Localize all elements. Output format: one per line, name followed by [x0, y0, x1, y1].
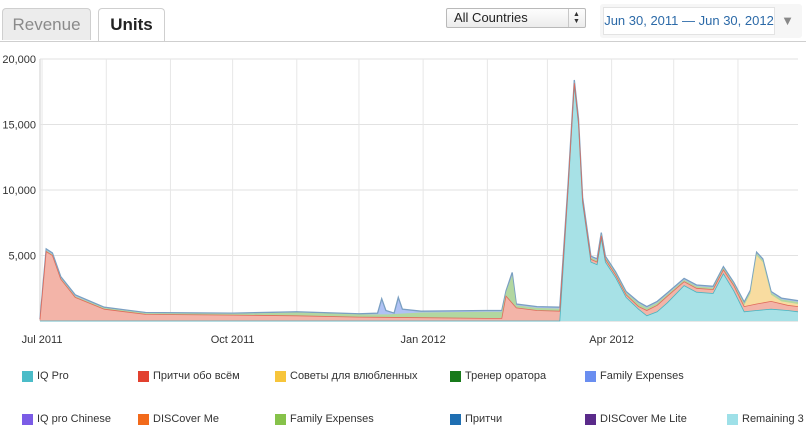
y-tick-label: 5,000: [8, 251, 36, 263]
legend-swatch: [22, 414, 33, 425]
select-arrows-icon: ▲ ▼: [568, 9, 585, 27]
tab-divider: [0, 41, 806, 42]
series-line: [40, 85, 799, 322]
legend-label: Family Expenses: [290, 413, 374, 425]
x-tick-label: Jul 2011: [22, 334, 63, 346]
legend-label: DISCover Me: [153, 413, 220, 425]
legend-swatch: [727, 414, 738, 425]
legend-label: Тренер оратора: [465, 370, 547, 382]
tab-bar: Revenue Units: [0, 0, 806, 42]
legend-swatch: [275, 414, 286, 425]
legend-label: IQ pro Chinese: [37, 413, 111, 425]
x-axis: Jul 2011 Oct 2011 Jan 2012 Apr 2012: [22, 334, 634, 346]
legend-label: Советы для влюбленных: [290, 370, 418, 382]
x-tick-label: Apr 2012: [589, 334, 634, 346]
chart-series-areas: [39, 79, 799, 322]
date-range-picker[interactable]: Jun 30, 2011 — Jun 30, 2012 ▼: [600, 4, 802, 38]
legend-swatch: [138, 371, 149, 382]
legend-swatch: [275, 371, 286, 382]
legend-label: Притчи: [465, 413, 503, 425]
x-tick-label: Jan 2012: [401, 334, 446, 346]
legend-label: DISCover Me Lite: [600, 413, 687, 425]
series-area: [40, 85, 798, 321]
tab-revenue[interactable]: Revenue: [2, 8, 91, 40]
legend-label: Remaining 3 items: [742, 413, 806, 425]
country-select[interactable]: All Countries ▲ ▼: [446, 8, 586, 28]
legend-label: Family Expenses: [600, 370, 684, 382]
series-line: [39, 83, 799, 320]
legend-swatch: [585, 414, 596, 425]
chevron-down-icon[interactable]: ▼: [781, 13, 794, 28]
units-area-chart: 5,000 10,000 15,000 20,000 Jul 2011 Oct 2011…: [2, 54, 799, 346]
legend-label: IQ Pro: [37, 370, 69, 382]
legend-swatch: [22, 371, 33, 382]
legend-swatch: [450, 414, 461, 425]
x-tick-label: Oct 2011: [211, 334, 255, 346]
legend-swatch: [585, 371, 596, 382]
y-tick-label: 10,000: [2, 185, 36, 197]
y-axis: 5,000 10,000 15,000 20,000: [2, 54, 36, 263]
date-range-label: Jun 30, 2011 — Jun 30, 2012: [603, 7, 775, 35]
legend-label: Притчи обо всём: [153, 370, 240, 382]
y-tick-label: 15,000: [2, 120, 36, 132]
legend-swatch: [138, 414, 149, 425]
legend-swatch: [450, 371, 461, 382]
y-tick-label: 20,000: [2, 54, 36, 66]
tab-units[interactable]: Units: [98, 8, 165, 42]
country-select-value: All Countries: [454, 10, 528, 25]
